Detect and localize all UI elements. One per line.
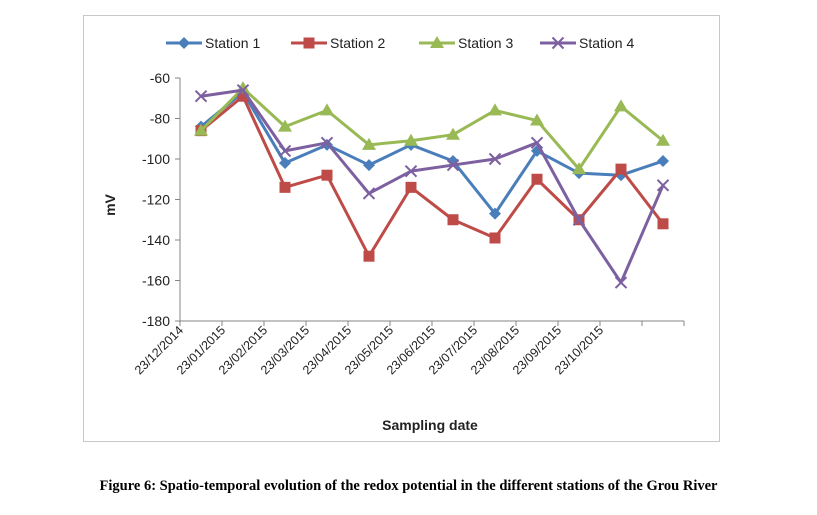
station-2-point: [321, 169, 333, 181]
station-4-point: [530, 136, 544, 150]
station-4-point-stroke: [656, 179, 670, 192]
station-4-point-stroke: [320, 136, 334, 150]
station-2-point: [405, 181, 417, 193]
y-tick-label: -180: [142, 313, 170, 329]
y-axis: -60 -80 -100 -120 -140 -160 -180: [142, 70, 181, 329]
chart-area: Station 1 Station 2 Station 3 Station 4 -60…: [83, 15, 720, 442]
station-1-point: [489, 207, 501, 220]
y-tick-label: -160: [142, 273, 170, 289]
station-4-point: [362, 187, 376, 200]
station-2-line: [200, 94, 665, 258]
station-4-point: [278, 144, 292, 158]
station-3-point: [572, 162, 586, 175]
station-4-point: [488, 152, 502, 166]
y-tick-label: -100: [142, 151, 170, 167]
y-tick-label: -120: [142, 192, 170, 208]
legend-marker-stroke: [551, 36, 565, 50]
legend-item-station-3: Station 3: [419, 35, 513, 51]
station-2-point: [615, 163, 627, 175]
station-4-point-stroke: [278, 144, 292, 158]
station-3-point: [320, 103, 334, 116]
station-3-point: [530, 113, 544, 126]
station-4-point-stroke: [614, 276, 628, 289]
station-3-line: [199, 86, 664, 171]
legend-item-station-1: Station 1: [166, 35, 260, 51]
station-2-point: [657, 218, 669, 230]
station-1-point: [279, 157, 291, 170]
station-2-point: [279, 181, 291, 193]
station-3-point: [362, 137, 376, 150]
y-axis-label: mV: [102, 193, 118, 215]
line-chart: Station 1 Station 2 Station 3 Station 4 -60…: [102, 35, 685, 433]
legend-item-station-4: Station 4: [540, 35, 634, 51]
station-2-point: [531, 173, 543, 185]
legend-label: Station 4: [579, 35, 634, 51]
station-3-point: [488, 103, 502, 116]
station-1-point: [363, 159, 375, 172]
legend-marker: [551, 36, 565, 50]
station-4-point-stroke: [194, 90, 208, 103]
station-4-point: [236, 83, 250, 97]
station-1-line: [200, 90, 664, 216]
legend-label: Station 3: [458, 35, 513, 51]
station-3-point: [404, 133, 418, 146]
station-4-point: [404, 164, 418, 178]
station-4-point: [656, 179, 670, 192]
station-4-point-stroke: [404, 164, 418, 178]
station-4-point-stroke: [488, 152, 502, 166]
station-4-point: [572, 213, 586, 226]
station-2-point: [237, 90, 249, 102]
y-tick-label: -140: [142, 232, 170, 248]
y-tick-label: -80: [150, 111, 170, 127]
station-4-point-stroke: [572, 213, 586, 226]
station-2-point: [363, 250, 375, 262]
station-2-point: [447, 214, 459, 226]
legend-item-station-2: Station 2: [291, 35, 385, 51]
station-3-point: [614, 99, 628, 112]
plot-series: [194, 81, 670, 289]
station-4-point: [446, 158, 460, 172]
station-4-point-stroke: [530, 136, 544, 150]
station-4-point: [194, 90, 208, 103]
station-4-point-stroke: [236, 83, 250, 97]
figure-caption: Figure 6: Spatio-temporal evolution of t…: [99, 478, 718, 494]
station-4-point-stroke: [362, 187, 376, 200]
station-3-point: [194, 123, 208, 136]
station-2-point: [489, 232, 501, 244]
legend-marker: [178, 37, 190, 49]
station-3-point: [446, 127, 460, 140]
legend: Station 1 Station 2 Station 3 Station 4: [166, 35, 634, 51]
station-4-point: [320, 136, 334, 150]
x-axis-label: Sampling date: [382, 417, 478, 433]
legend-label: Station 2: [330, 35, 385, 51]
station-1-point: [657, 155, 669, 168]
legend-marker: [303, 37, 315, 49]
station-4-line: [200, 88, 665, 285]
station-3-point: [278, 119, 292, 132]
y-tick-label: -60: [150, 70, 170, 86]
x-axis: 23/12/201423/01/201523/02/201523/03/2015…: [132, 320, 685, 377]
station-3-point: [656, 133, 670, 146]
legend-marker: [430, 36, 444, 48]
legend-label: Station 1: [205, 35, 260, 51]
station-4-point: [614, 276, 628, 289]
station-4-point-stroke: [446, 158, 460, 172]
